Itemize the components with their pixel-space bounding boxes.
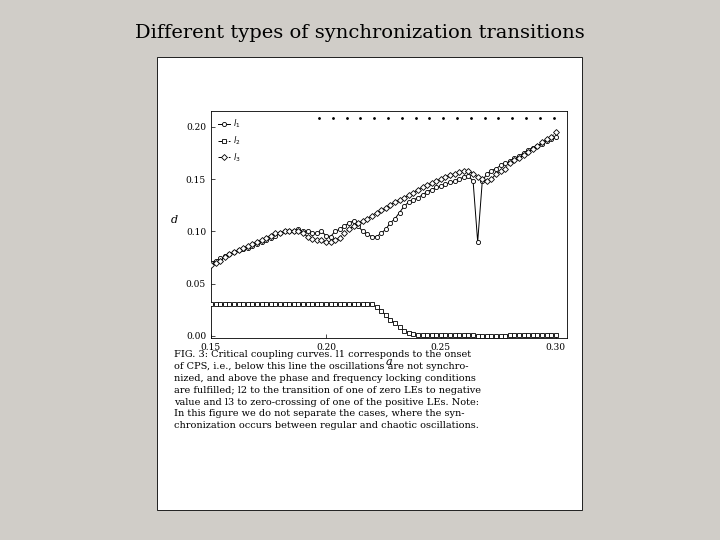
$l_2$ bbox=[487, 333, 496, 339]
$l_1$ bbox=[239, 246, 248, 252]
$l_3$ bbox=[239, 245, 248, 251]
$l_3$ bbox=[482, 178, 491, 184]
$l_2$ bbox=[436, 332, 445, 338]
$l_1$ bbox=[436, 183, 445, 190]
X-axis label: a: a bbox=[386, 357, 392, 367]
Text: FIG. 3: Critical coupling curves. l1 corresponds to the onset
of CPS, i.e., belo: FIG. 3: Critical coupling curves. l1 cor… bbox=[174, 350, 481, 430]
Line: $l_3$: $l_3$ bbox=[209, 130, 558, 267]
$l_2$ bbox=[428, 332, 436, 338]
$l_3$ bbox=[428, 180, 436, 186]
$l_1$ bbox=[386, 220, 395, 226]
$l_1$ bbox=[207, 259, 215, 266]
$l_2$ bbox=[552, 332, 560, 338]
$l_2$ bbox=[326, 301, 335, 308]
$l_2$ bbox=[386, 317, 395, 323]
$l_1$ bbox=[482, 171, 491, 177]
$l_3$ bbox=[326, 239, 335, 245]
$l_2$ bbox=[239, 301, 248, 308]
$l_2$ bbox=[207, 301, 215, 308]
$l_3$ bbox=[207, 261, 215, 268]
$l_3$ bbox=[386, 202, 395, 208]
$l_2$ bbox=[473, 333, 482, 339]
$l_3$ bbox=[436, 176, 445, 183]
$l_1$ bbox=[326, 233, 335, 240]
$l_1$ bbox=[552, 134, 560, 140]
Legend: $l_1$, $l_2$, $l_3$: $l_1$, $l_2$, $l_3$ bbox=[215, 116, 243, 166]
Y-axis label: d: d bbox=[171, 214, 179, 225]
Line: $l_1$: $l_1$ bbox=[209, 135, 558, 265]
$l_3$ bbox=[552, 129, 560, 136]
Line: $l_2$: $l_2$ bbox=[209, 302, 558, 338]
$l_1$ bbox=[428, 186, 436, 193]
Text: Different types of synchronization transitions: Different types of synchronization trans… bbox=[135, 24, 585, 42]
